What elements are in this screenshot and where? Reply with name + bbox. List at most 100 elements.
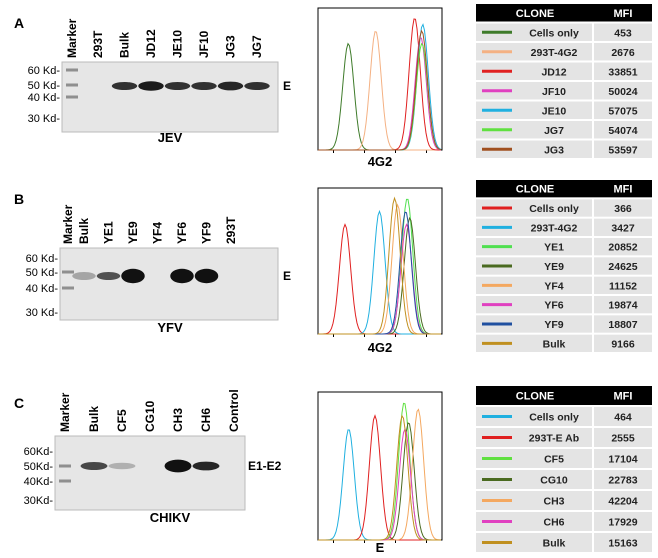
clone-name: Cells only [529, 203, 579, 215]
mfi-value: 24625 [608, 261, 637, 273]
clone-name: JG3 [544, 144, 564, 156]
lane-label: JG3 [224, 35, 238, 58]
lane-label: Bulk [118, 32, 132, 58]
blot [61, 61, 279, 133]
table-header-cell: MFI [614, 8, 633, 20]
table-cell [594, 82, 652, 100]
lane-label: 293T [224, 216, 238, 244]
clone-name: 293T-4G2 [531, 47, 578, 59]
lane-label: Control [227, 389, 241, 432]
mfi-value: 3427 [611, 222, 635, 234]
table-cell [476, 257, 592, 275]
clone-name: JE10 [542, 105, 567, 117]
table-cell [594, 23, 652, 41]
mfi-value: 17104 [608, 454, 637, 466]
mw-label: 30Kd- [24, 495, 54, 507]
clone-name: CG10 [540, 475, 568, 487]
table-cell [476, 43, 592, 61]
clone-name: CF5 [544, 454, 564, 466]
histogram-frame [317, 7, 443, 151]
band [138, 81, 164, 91]
mw-label: 50 Kd- [28, 80, 61, 92]
table-cell [476, 296, 592, 314]
mfi-value: 22783 [608, 475, 637, 487]
clone-name: Cells only [529, 27, 579, 39]
mfi-value: 42204 [608, 496, 637, 508]
table-cell [594, 407, 652, 426]
table-cell [476, 101, 592, 119]
lane-label: JD12 [144, 29, 158, 58]
table-cell [476, 315, 592, 333]
table-cell [594, 43, 652, 61]
panel-label: C [14, 395, 24, 411]
table-cell [594, 449, 652, 468]
clone-name: YE1 [544, 242, 564, 254]
clone-name: YF6 [544, 300, 563, 312]
mw-label: 50Kd- [24, 461, 54, 473]
band-label: E [283, 79, 291, 93]
table-cell [476, 470, 592, 489]
table-cell [476, 62, 592, 80]
histogram-curve [318, 414, 441, 541]
clone-name: 293T-4G2 [531, 222, 578, 234]
mfi-value: 33851 [608, 66, 637, 78]
band [217, 81, 244, 91]
band [191, 82, 217, 90]
histogram-curve [318, 196, 441, 335]
table-cell [476, 491, 592, 510]
mfi-value: 9166 [611, 338, 635, 350]
mfi-value: 19874 [608, 300, 637, 312]
band-label: E [283, 269, 291, 283]
clone-name: JD12 [541, 66, 566, 78]
virus-label: CHIKV [150, 510, 191, 525]
table-cell [476, 140, 592, 158]
table-cell [594, 315, 652, 333]
virus-label: YFV [157, 320, 183, 335]
lane-label: Bulk [77, 218, 91, 244]
marker-band [59, 464, 71, 468]
table-cell [476, 449, 592, 468]
mfi-value: 2676 [611, 47, 635, 59]
lane-label: CG10 [143, 400, 157, 432]
table-cell [594, 470, 652, 489]
clone-name: CH6 [543, 517, 564, 529]
table-cell [476, 276, 592, 294]
mfi-value: 17929 [608, 517, 637, 529]
marker-label: Marker [61, 204, 75, 244]
blot [54, 435, 246, 511]
mw-label: 50 Kd- [26, 267, 59, 279]
table-cell [476, 82, 592, 100]
lane-label: YE9 [126, 221, 140, 244]
mw-label: 60Kd- [24, 446, 54, 458]
table-cell [594, 121, 652, 139]
band [164, 82, 191, 90]
table-cell [594, 296, 652, 314]
band [244, 82, 270, 90]
table-header-cell: CLONE [516, 184, 555, 196]
mw-label: 30 Kd- [26, 307, 59, 319]
lane-label: JG7 [250, 35, 264, 58]
histogram-frame [317, 187, 443, 335]
table-header-cell: MFI [614, 184, 633, 196]
lane-label: CH6 [199, 408, 213, 432]
clone-name: CH3 [543, 496, 564, 508]
table-cell [594, 257, 652, 275]
table-cell [476, 238, 592, 256]
blot [59, 247, 279, 321]
table-cell [594, 218, 652, 236]
band-label: E1-E2 [248, 459, 282, 473]
table-cell [476, 428, 592, 447]
table-cell [476, 334, 592, 352]
table-cell [476, 533, 592, 552]
table-header-cell: CLONE [516, 8, 555, 20]
clone-name: JF10 [542, 86, 566, 98]
lane-label: Bulk [87, 406, 101, 432]
histogram-curve [318, 29, 442, 151]
marker-band [66, 95, 78, 99]
clone-name: YF4 [544, 280, 563, 292]
histogram-frame [317, 391, 443, 541]
table-cell [594, 533, 652, 552]
table-cell [594, 199, 652, 217]
table-header-cell: CLONE [516, 391, 555, 403]
